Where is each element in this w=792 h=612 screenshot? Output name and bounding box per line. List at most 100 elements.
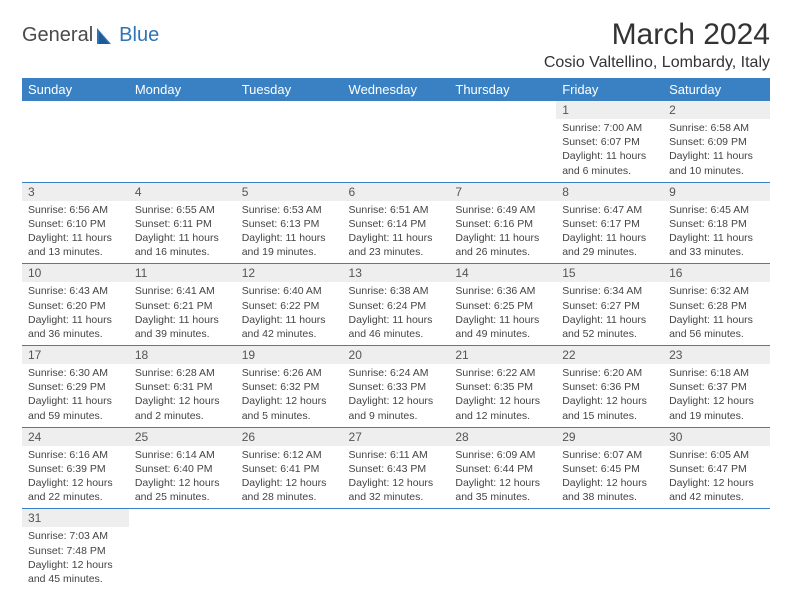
daylight-text: Daylight: 12 hours and 28 minutes. [242, 476, 337, 504]
day-number: 21 [449, 346, 556, 364]
day-body: Sunrise: 6:28 AMSunset: 6:31 PMDaylight:… [129, 364, 236, 427]
calendar-row: 31Sunrise: 7:03 AMSunset: 7:48 PMDayligh… [22, 509, 770, 590]
weekday-header: Wednesday [343, 78, 450, 101]
calendar-cell: 2Sunrise: 6:58 AMSunset: 6:09 PMDaylight… [663, 101, 770, 182]
calendar-cell: 18Sunrise: 6:28 AMSunset: 6:31 PMDayligh… [129, 346, 236, 428]
sunrise-text: Sunrise: 6:30 AM [28, 366, 123, 380]
sunrise-text: Sunrise: 6:49 AM [455, 203, 550, 217]
daylight-text: Daylight: 11 hours and 36 minutes. [28, 313, 123, 341]
day-body: Sunrise: 6:11 AMSunset: 6:43 PMDaylight:… [343, 446, 450, 509]
sunrise-text: Sunrise: 6:58 AM [669, 121, 764, 135]
day-body: Sunrise: 7:03 AMSunset: 7:48 PMDaylight:… [22, 527, 129, 590]
day-number: 13 [343, 264, 450, 282]
sunset-text: Sunset: 6:35 PM [455, 380, 550, 394]
calendar-row: 3Sunrise: 6:56 AMSunset: 6:10 PMDaylight… [22, 182, 770, 264]
day-number: 27 [343, 428, 450, 446]
sunrise-text: Sunrise: 6:09 AM [455, 448, 550, 462]
sunset-text: Sunset: 6:40 PM [135, 462, 230, 476]
daylight-text: Daylight: 11 hours and 10 minutes. [669, 149, 764, 177]
calendar-cell: 28Sunrise: 6:09 AMSunset: 6:44 PMDayligh… [449, 427, 556, 509]
header: General Blue March 2024 Cosio Valtellino… [22, 18, 770, 72]
calendar-cell: 21Sunrise: 6:22 AMSunset: 6:35 PMDayligh… [449, 346, 556, 428]
calendar-table: Sunday Monday Tuesday Wednesday Thursday… [22, 78, 770, 590]
weekday-header: Sunday [22, 78, 129, 101]
day-number: 7 [449, 183, 556, 201]
weekday-header: Tuesday [236, 78, 343, 101]
daylight-text: Daylight: 12 hours and 25 minutes. [135, 476, 230, 504]
title-block: March 2024 Cosio Valtellino, Lombardy, I… [544, 18, 770, 72]
day-body: Sunrise: 6:58 AMSunset: 6:09 PMDaylight:… [663, 119, 770, 182]
day-number: 5 [236, 183, 343, 201]
day-body: Sunrise: 6:43 AMSunset: 6:20 PMDaylight:… [22, 282, 129, 345]
calendar-cell: 14Sunrise: 6:36 AMSunset: 6:25 PMDayligh… [449, 264, 556, 346]
day-number: 28 [449, 428, 556, 446]
calendar-cell [129, 101, 236, 182]
calendar-cell [343, 509, 450, 590]
day-number: 6 [343, 183, 450, 201]
sunset-text: Sunset: 6:24 PM [349, 299, 444, 313]
calendar-cell: 5Sunrise: 6:53 AMSunset: 6:13 PMDaylight… [236, 182, 343, 264]
calendar-cell [236, 101, 343, 182]
calendar-cell: 9Sunrise: 6:45 AMSunset: 6:18 PMDaylight… [663, 182, 770, 264]
daylight-text: Daylight: 12 hours and 9 minutes. [349, 394, 444, 422]
sunset-text: Sunset: 6:32 PM [242, 380, 337, 394]
calendar-cell: 27Sunrise: 6:11 AMSunset: 6:43 PMDayligh… [343, 427, 450, 509]
day-body: Sunrise: 6:30 AMSunset: 6:29 PMDaylight:… [22, 364, 129, 427]
calendar-cell: 17Sunrise: 6:30 AMSunset: 6:29 PMDayligh… [22, 346, 129, 428]
location: Cosio Valtellino, Lombardy, Italy [544, 54, 770, 72]
calendar-cell [22, 101, 129, 182]
day-body: Sunrise: 6:05 AMSunset: 6:47 PMDaylight:… [663, 446, 770, 509]
sunset-text: Sunset: 6:29 PM [28, 380, 123, 394]
sunset-text: Sunset: 6:20 PM [28, 299, 123, 313]
day-number: 23 [663, 346, 770, 364]
day-body: Sunrise: 6:55 AMSunset: 6:11 PMDaylight:… [129, 201, 236, 264]
daylight-text: Daylight: 12 hours and 38 minutes. [562, 476, 657, 504]
day-body: Sunrise: 6:07 AMSunset: 6:45 PMDaylight:… [556, 446, 663, 509]
day-number: 9 [663, 183, 770, 201]
sunset-text: Sunset: 6:28 PM [669, 299, 764, 313]
calendar-cell [449, 101, 556, 182]
day-body: Sunrise: 6:36 AMSunset: 6:25 PMDaylight:… [449, 282, 556, 345]
calendar-row: 10Sunrise: 6:43 AMSunset: 6:20 PMDayligh… [22, 264, 770, 346]
daylight-text: Daylight: 12 hours and 35 minutes. [455, 476, 550, 504]
sunrise-text: Sunrise: 6:18 AM [669, 366, 764, 380]
calendar-cell [236, 509, 343, 590]
daylight-text: Daylight: 12 hours and 22 minutes. [28, 476, 123, 504]
daylight-text: Daylight: 12 hours and 12 minutes. [455, 394, 550, 422]
day-number: 26 [236, 428, 343, 446]
sunset-text: Sunset: 6:14 PM [349, 217, 444, 231]
day-body: Sunrise: 6:45 AMSunset: 6:18 PMDaylight:… [663, 201, 770, 264]
daylight-text: Daylight: 11 hours and 52 minutes. [562, 313, 657, 341]
calendar-cell: 19Sunrise: 6:26 AMSunset: 6:32 PMDayligh… [236, 346, 343, 428]
sunset-text: Sunset: 6:31 PM [135, 380, 230, 394]
sunset-text: Sunset: 6:11 PM [135, 217, 230, 231]
day-body: Sunrise: 6:47 AMSunset: 6:17 PMDaylight:… [556, 201, 663, 264]
day-number: 3 [22, 183, 129, 201]
sunrise-text: Sunrise: 6:41 AM [135, 284, 230, 298]
calendar-cell [663, 509, 770, 590]
calendar-body: 1Sunrise: 7:00 AMSunset: 6:07 PMDaylight… [22, 101, 770, 590]
calendar-cell: 30Sunrise: 6:05 AMSunset: 6:47 PMDayligh… [663, 427, 770, 509]
daylight-text: Daylight: 12 hours and 5 minutes. [242, 394, 337, 422]
sunrise-text: Sunrise: 6:32 AM [669, 284, 764, 298]
sunrise-text: Sunrise: 6:47 AM [562, 203, 657, 217]
day-number: 2 [663, 101, 770, 119]
sunrise-text: Sunrise: 6:28 AM [135, 366, 230, 380]
day-body: Sunrise: 6:14 AMSunset: 6:40 PMDaylight:… [129, 446, 236, 509]
daylight-text: Daylight: 11 hours and 29 minutes. [562, 231, 657, 259]
weekday-header: Thursday [449, 78, 556, 101]
calendar-cell [556, 509, 663, 590]
day-body: Sunrise: 6:16 AMSunset: 6:39 PMDaylight:… [22, 446, 129, 509]
day-body: Sunrise: 6:51 AMSunset: 6:14 PMDaylight:… [343, 201, 450, 264]
calendar-cell: 6Sunrise: 6:51 AMSunset: 6:14 PMDaylight… [343, 182, 450, 264]
sunrise-text: Sunrise: 6:51 AM [349, 203, 444, 217]
calendar-cell: 13Sunrise: 6:38 AMSunset: 6:24 PMDayligh… [343, 264, 450, 346]
sunrise-text: Sunrise: 6:05 AM [669, 448, 764, 462]
daylight-text: Daylight: 12 hours and 32 minutes. [349, 476, 444, 504]
calendar-cell: 12Sunrise: 6:40 AMSunset: 6:22 PMDayligh… [236, 264, 343, 346]
calendar-cell: 8Sunrise: 6:47 AMSunset: 6:17 PMDaylight… [556, 182, 663, 264]
sunrise-text: Sunrise: 6:40 AM [242, 284, 337, 298]
sunrise-text: Sunrise: 7:00 AM [562, 121, 657, 135]
day-body: Sunrise: 6:22 AMSunset: 6:35 PMDaylight:… [449, 364, 556, 427]
daylight-text: Daylight: 11 hours and 19 minutes. [242, 231, 337, 259]
